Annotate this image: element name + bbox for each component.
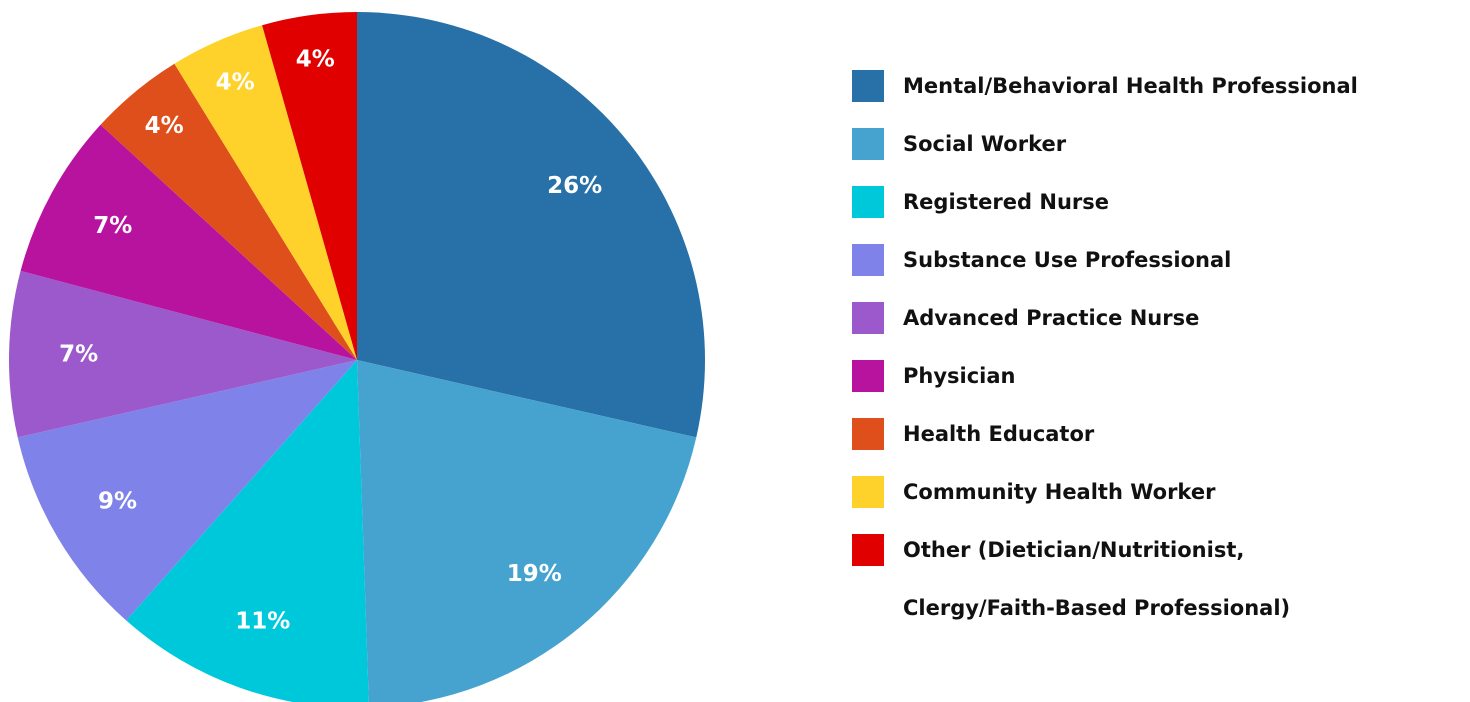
legend-label: Substance Use Professional (903, 248, 1232, 272)
pie-slice (100, 63, 357, 360)
legend-swatch (852, 534, 884, 566)
pie-slice (357, 12, 705, 438)
legend-label: Social Worker (903, 132, 1067, 156)
legend-label: Physician (903, 364, 1016, 388)
legend-label: Health Educator (903, 422, 1095, 446)
legend-swatch (852, 360, 884, 392)
legend-swatch (852, 186, 884, 218)
legend-item: Registered Nurse (852, 173, 1412, 231)
legend-swatch (852, 418, 884, 450)
pie-slice (262, 12, 357, 360)
slice-label: 4% (145, 113, 184, 139)
legend-label: Community Health Worker (903, 480, 1216, 504)
legend-label: Mental/Behavioral Health Professional (903, 74, 1358, 98)
slice-label: 4% (216, 69, 255, 95)
pie-slice (20, 124, 357, 361)
legend-swatch (852, 128, 884, 160)
slice-label: 19% (507, 561, 562, 587)
legend-item: Health Educator (852, 405, 1412, 463)
slice-label: 7% (93, 213, 132, 239)
pie-slice (357, 360, 697, 702)
pie-slice (174, 25, 357, 361)
legend-swatch (852, 70, 884, 102)
legend-item: Substance Use Professional (852, 231, 1412, 289)
legend-item: Other (Dietician/Nutritionist, Clergy/Fa… (852, 521, 1412, 637)
slice-label: 7% (59, 342, 98, 368)
legend-swatch (852, 476, 884, 508)
pie-slice (17, 360, 357, 621)
legend-item: Physician (852, 347, 1412, 405)
slice-label: 11% (235, 608, 290, 634)
slice-label: 4% (296, 47, 335, 73)
legend-item: Mental/Behavioral Health Professional (852, 57, 1412, 115)
legend-label: Other (Dietician/Nutritionist, Clergy/Fa… (903, 538, 1291, 620)
legend-item: Social Worker (852, 115, 1412, 173)
chart: 26% 19% 11% 9% 7% 7% 4% 4% 4% (9, 12, 705, 702)
legend-item: Advanced Practice Nurse (852, 289, 1412, 347)
pie-slice (9, 270, 357, 438)
legend-swatch (852, 244, 884, 276)
legend-label: Registered Nurse (903, 190, 1109, 214)
legend: Mental/Behavioral Health Professional Soc… (852, 57, 1412, 637)
slice-label: 26% (547, 173, 602, 199)
legend-swatch (852, 302, 884, 334)
legend-label: Advanced Practice Nurse (903, 306, 1200, 330)
legend-item: Community Health Worker (852, 463, 1412, 521)
slice-label: 9% (98, 488, 137, 514)
pie-slice (126, 360, 369, 702)
